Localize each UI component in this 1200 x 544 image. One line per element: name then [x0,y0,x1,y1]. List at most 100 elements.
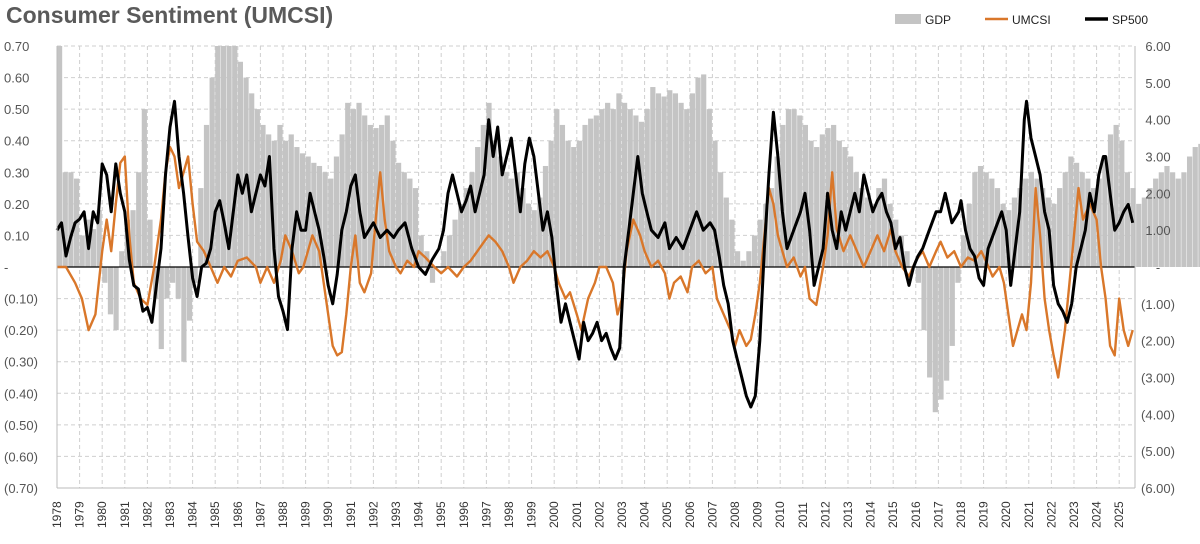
legend-sp500-label: SP500 [1112,13,1148,27]
gdp-bar [718,172,724,267]
gdp-bar [576,140,582,267]
gdp-bar [1051,203,1057,267]
x-tick-label: 1982 [140,501,154,528]
x-tick-label: 2020 [999,501,1013,528]
gdp-bar [232,46,238,267]
gdp-bar [904,251,910,267]
x-tick-label: 1983 [163,501,177,528]
gdp-bar [876,188,882,267]
right-tick-label: 2.00 [1145,186,1170,201]
gdp-bar [780,124,786,267]
gdp-bar [684,109,690,268]
gdp-bar [271,140,277,267]
gdp-bar [1175,178,1181,267]
left-tick-label: (0.10) [4,292,38,307]
x-tick-label: 1989 [299,501,313,528]
gdp-bar [407,178,413,267]
gdp-bar [226,46,232,267]
gdp-bar [328,178,334,267]
gdp-bar [672,93,679,267]
x-tick-label: 2002 [592,501,606,528]
x-tick-label: 2022 [1044,501,1058,528]
gdp-bar [1028,172,1034,267]
gdp-bar [1158,172,1164,267]
gdp-bar [734,251,741,267]
x-tick-label: 1997 [479,501,493,528]
x-tick-label: 2012 [818,501,832,528]
gdp-bar [977,165,984,267]
gdp-bar [599,109,605,268]
gdp-bar [927,267,933,378]
gdp-bar [751,235,758,267]
gdp-bar [740,260,746,267]
gdp-bar [1124,172,1131,267]
gdp-bar [390,140,396,267]
gdp-bar [441,251,447,267]
gdp-bar [1181,172,1187,267]
gdp-bar [198,188,204,267]
gdp-bar [237,61,243,268]
right-tick-label: 6.00 [1145,39,1170,54]
gdp-bar [559,124,566,267]
gdp-bar [401,172,407,267]
x-tick-label: 2025 [1112,501,1126,528]
gdp-bar [1136,203,1142,267]
gdp-bar [96,210,102,267]
left-tick-label: (0.70) [4,481,38,496]
gdp-bar [989,178,995,267]
gdp-bar [678,102,684,267]
sp500-line [55,99,1135,409]
gdp-bar [452,219,458,267]
gdp-bar [520,188,526,267]
gdp-bar [842,147,848,267]
right-tick-label: (1.00) [1141,297,1175,312]
gdp-bar [1113,124,1119,267]
gdp-bar [260,124,266,267]
gdp-bar [68,172,74,267]
gdp-bar [345,102,351,267]
gdp-bar [565,140,571,267]
x-tick-label: 1981 [118,501,132,528]
left-tick-label: 0.70 [4,39,29,54]
x-tick-label: 2000 [547,501,561,528]
gdp-bar [667,90,673,267]
gdp-bar [774,156,780,267]
right-tick-label: (6.00) [1141,481,1175,496]
left-tick-label: - [4,260,8,275]
gdp-bar [1062,172,1068,267]
gdp-bar [689,93,695,267]
gdp-bar [1147,188,1153,267]
gdp-bar [119,251,125,267]
gdp-bar [1057,188,1063,267]
gdp-bar [508,178,515,267]
gdp-bar [322,172,328,267]
gdp-bar [209,77,215,267]
gdp-bar [785,109,792,268]
gdp-bar [220,46,227,267]
x-tick-label: 1999 [525,501,539,528]
gdp-bar [62,172,68,267]
gdp-bar [1186,156,1193,267]
gdp-bar [136,172,142,267]
gdp-bar [881,178,888,267]
gdp-bar [1068,156,1074,267]
left-tick-label: 0.10 [4,228,29,243]
gdp-bar [333,156,340,267]
gdp-bar [1017,188,1023,267]
left-tick-label: 0.50 [4,102,29,117]
gdp-bar [215,46,221,267]
gdp-bar [113,267,119,331]
x-tick-label: 2017 [931,501,945,528]
gdp-bar [503,172,509,267]
gdp-bar [661,96,667,267]
left-tick-label: (0.60) [4,449,38,464]
gdp-bar [1164,165,1170,267]
gdp-bar [757,219,763,267]
x-tick-label: 1979 [73,501,87,528]
gdp-bar [588,118,594,267]
gdp-bar [203,124,210,267]
gdp-bar [525,203,532,267]
x-tick-label: 1987 [253,501,267,528]
gdp-bar [1102,156,1108,267]
gdp-bar [836,140,842,267]
